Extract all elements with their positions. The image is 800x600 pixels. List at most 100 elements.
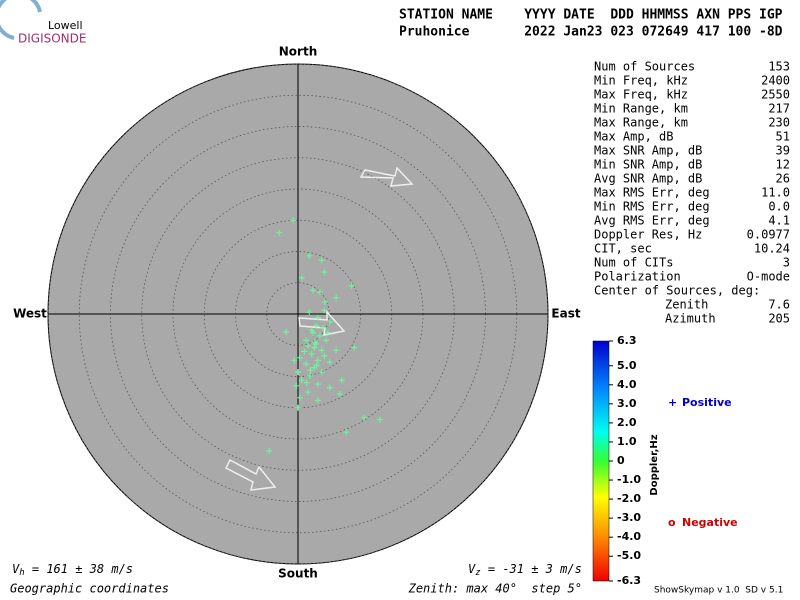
stat-value: 217 bbox=[768, 102, 790, 116]
logo-bottom: DIGISONDE bbox=[18, 32, 86, 46]
stat-label: Avg RMS Err, deg bbox=[594, 214, 710, 228]
stat-label: Polarization bbox=[594, 270, 681, 284]
coords-note: Geographic coordinates bbox=[10, 582, 169, 596]
vh-symbol: V bbox=[12, 562, 20, 576]
colorbar-tick-label: 5.0 bbox=[617, 359, 637, 372]
stat-label: Doppler Res, Hz bbox=[594, 228, 702, 242]
stat-label: Min SNR Amp, dB bbox=[594, 158, 702, 172]
colorbar-tick-label: -6.3 bbox=[617, 574, 641, 587]
source-point bbox=[315, 357, 321, 364]
source-point bbox=[276, 229, 283, 236]
source-point bbox=[321, 352, 328, 359]
legend-symbol: o bbox=[668, 516, 676, 529]
stat-label: CIT, sec bbox=[594, 242, 652, 256]
source-point bbox=[315, 397, 321, 404]
vz-sub: z bbox=[475, 568, 480, 578]
source-point bbox=[307, 367, 314, 374]
vh-sub: h bbox=[19, 568, 24, 578]
source-point bbox=[291, 357, 298, 364]
vh: Vh = 161 ± 38 m/s bbox=[12, 562, 133, 578]
vz-text: = -31 ± 3 m/s bbox=[481, 562, 582, 576]
source-point bbox=[295, 369, 301, 376]
source-point bbox=[306, 252, 313, 259]
colorbar-tick-label: 1.0 bbox=[617, 435, 637, 448]
source-point bbox=[303, 379, 310, 386]
source-point bbox=[321, 307, 328, 314]
legend-label: Positive bbox=[682, 396, 732, 409]
source-point bbox=[326, 384, 333, 391]
center-label: Azimuth bbox=[665, 312, 716, 326]
stat-value: O-mode bbox=[747, 270, 790, 284]
source-point bbox=[315, 381, 321, 387]
stat-value: 51 bbox=[776, 130, 790, 144]
logo-swoosh bbox=[0, 0, 42, 40]
source-point bbox=[298, 377, 305, 384]
stat-value: 10.24 bbox=[754, 242, 790, 256]
stat-value: 0.0 bbox=[768, 200, 790, 214]
source-point bbox=[321, 299, 328, 306]
source-point bbox=[325, 329, 331, 336]
center-label: Zenith bbox=[665, 298, 708, 312]
source-point bbox=[303, 361, 310, 367]
vh-text: = 161 ± 38 m/s bbox=[25, 562, 133, 576]
stat-label: Max Range, km bbox=[594, 116, 688, 130]
stat-value: 230 bbox=[768, 116, 790, 130]
source-point bbox=[321, 269, 328, 276]
stat-value: 4.1 bbox=[768, 214, 790, 228]
source-point bbox=[303, 337, 310, 344]
colorbar-tick-label: 0 bbox=[617, 454, 625, 467]
colorbar-tick-label: 3.0 bbox=[617, 397, 637, 410]
colorbar-tick-label: -5.0 bbox=[617, 549, 641, 562]
source-point bbox=[333, 294, 340, 301]
logo-top: Lowell bbox=[48, 19, 83, 32]
source-point bbox=[313, 322, 320, 329]
header-columns: STATION NAME YYYY DATE DDD HHMMSS AXN PP… bbox=[399, 8, 783, 23]
stat-label: Min RMS Err, deg bbox=[594, 200, 710, 214]
legend-label: Negative bbox=[682, 516, 738, 529]
source-point bbox=[316, 332, 323, 339]
source-point bbox=[343, 429, 350, 436]
source-point bbox=[306, 309, 313, 316]
source-point bbox=[295, 404, 301, 411]
stat-value: 0.0977 bbox=[747, 228, 790, 242]
source-point bbox=[323, 337, 330, 344]
source-point bbox=[338, 377, 345, 384]
north-label: North bbox=[279, 45, 317, 59]
source-point bbox=[298, 274, 305, 281]
stat-label: Max Amp, dB bbox=[594, 130, 673, 144]
source-point bbox=[290, 217, 296, 224]
colorbar-tick-label: 2.0 bbox=[617, 416, 637, 429]
stat-label: Min Range, km bbox=[594, 102, 688, 116]
source-point bbox=[351, 344, 358, 351]
source-point bbox=[311, 344, 318, 351]
source-point bbox=[310, 329, 316, 336]
stat-label: Center of Sources, deg: bbox=[594, 284, 760, 298]
source-point bbox=[326, 319, 333, 326]
source-point bbox=[306, 372, 313, 379]
version: ShowSkymap v 1.0 SD v 5.1 bbox=[654, 586, 783, 596]
colorbar bbox=[592, 340, 610, 582]
stat-value: 26 bbox=[776, 172, 790, 186]
stat-label: Max SNR Amp, dB bbox=[594, 144, 702, 158]
source-point bbox=[361, 414, 368, 421]
source-point bbox=[318, 347, 325, 354]
stat-value: 11.0 bbox=[761, 186, 790, 200]
stat-value: 2550 bbox=[761, 88, 790, 102]
source-point bbox=[301, 348, 308, 355]
source-point bbox=[316, 289, 323, 296]
source-point bbox=[293, 382, 300, 389]
west-label: West bbox=[13, 307, 47, 321]
colorbar-label: Doppler,Hz bbox=[649, 434, 660, 495]
stat-label: Max RMS Err, deg bbox=[594, 186, 710, 200]
source-point bbox=[313, 362, 320, 369]
vz-symbol: V bbox=[468, 562, 476, 576]
source-point bbox=[308, 351, 315, 357]
source-point bbox=[296, 354, 303, 361]
center-value: 205 bbox=[768, 312, 790, 326]
stat-label: Avg SNR Amp, dB bbox=[594, 172, 702, 186]
source-point bbox=[320, 324, 326, 331]
south-label: South bbox=[278, 567, 318, 581]
source-point bbox=[310, 287, 316, 294]
source-point bbox=[348, 282, 355, 289]
